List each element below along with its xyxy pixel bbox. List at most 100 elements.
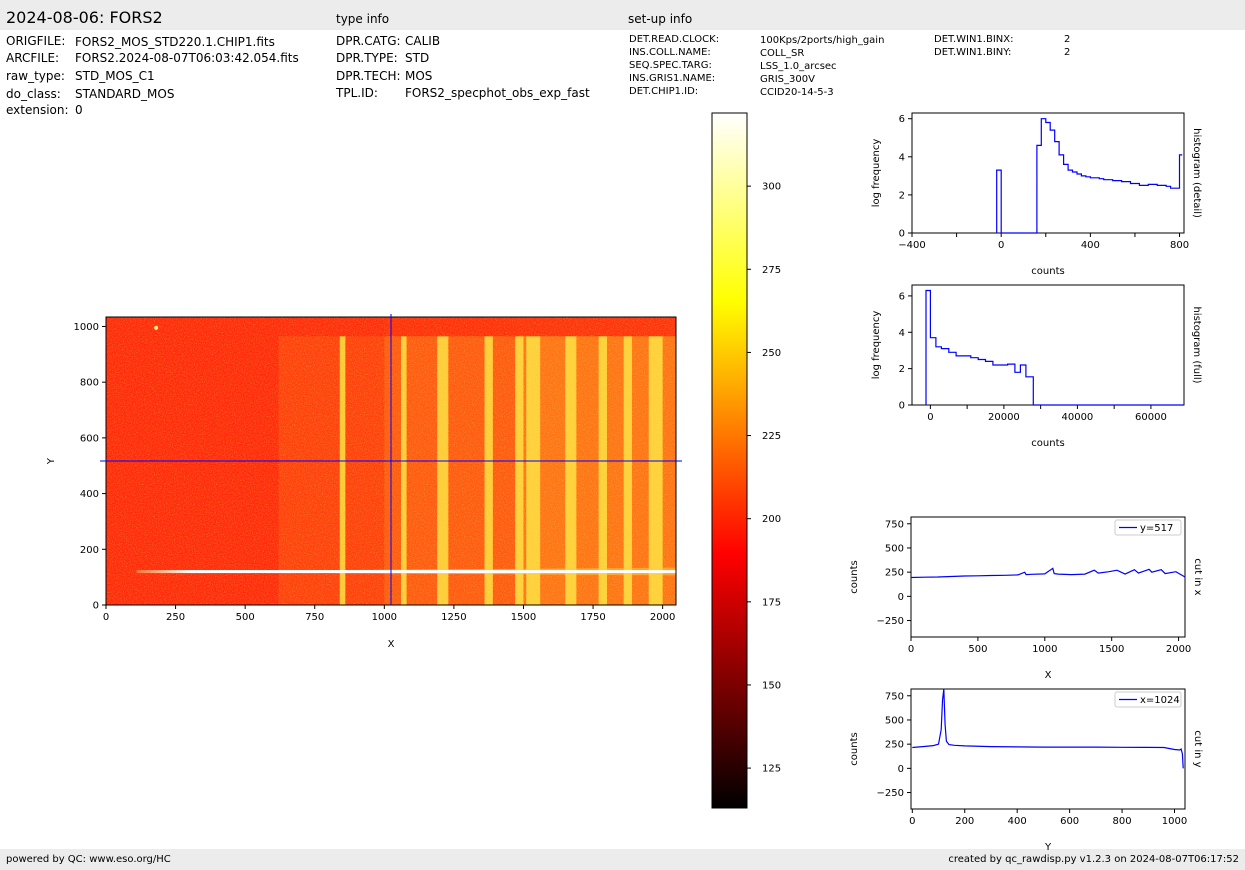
det-win1-binx-key: DET.WIN1.BINX: xyxy=(934,34,1014,45)
y-tick-label: 0 xyxy=(899,401,905,412)
raw-image-plot: 0 250 500 750 1000 1250 1500 1750 2000 0 200 400 600… xyxy=(46,314,682,650)
y-tick-label: 250 xyxy=(885,740,904,751)
x-tick-label: 0 xyxy=(998,240,1004,251)
colorbar-tick-label: 150 xyxy=(762,680,781,691)
x-tick-label: 2000 xyxy=(650,612,675,623)
x-tick-label: 0 xyxy=(927,412,933,423)
tpl-id-value: FORS2_specphot_obs_exp_fast xyxy=(405,86,590,100)
origfile-key: ORIGFILE: xyxy=(6,34,66,48)
y-axis-label: log frequency xyxy=(871,311,882,380)
y-tick-label: 0 xyxy=(93,601,99,612)
y-tick-label: 2 xyxy=(899,364,905,375)
dpr-type-value: STD xyxy=(405,51,430,65)
y-axis-label: counts xyxy=(849,560,860,593)
cut-in-y-trace xyxy=(912,688,1184,769)
y-tick-label: 400 xyxy=(80,489,99,500)
det-read-clock-key: DET.READ.CLOCK: xyxy=(629,34,720,45)
y-tick-label: 750 xyxy=(885,519,904,530)
dpr-tech-value: MOS xyxy=(405,69,433,83)
det-chip1-id-value: CCID20-14-5-3 xyxy=(760,87,834,98)
legend-label: y=517 xyxy=(1140,523,1173,534)
legend-box xyxy=(1114,691,1182,708)
x-tick-label: 20000 xyxy=(988,412,1020,423)
axes-frame xyxy=(711,112,748,809)
raw-type-value: STD_MOS_C1 xyxy=(75,69,155,83)
x-tick-label: 1500 xyxy=(1099,644,1124,655)
x-tick-label: 0 xyxy=(103,612,109,623)
footer-created-by: created by qc_rawdisp.py v1.2.3 on 2024-… xyxy=(948,854,1239,865)
y-tick-label: 4 xyxy=(899,328,905,339)
histogram-full-plot: 0 20000 40000 60000 0 2 4 6 counts log frequency h… xyxy=(871,284,1202,449)
x-tick-label: 600 xyxy=(1060,816,1079,827)
y-tick-label: 500 xyxy=(885,543,904,554)
x-tick-label: 250 xyxy=(166,612,185,623)
y-axis-label: log frequency xyxy=(871,139,882,208)
x-tick-label: 2000 xyxy=(1166,644,1191,655)
y-tick-label: 0 xyxy=(898,764,904,775)
dpr-catg-value: CALIB xyxy=(405,34,441,48)
colorbar-tick-label: 250 xyxy=(762,348,781,359)
footer-powered-by: powered by QC: www.eso.org/HC xyxy=(6,854,171,865)
extension-key: extension: xyxy=(6,103,69,117)
x-axis-label: counts xyxy=(1031,266,1064,277)
extension-value: 0 xyxy=(75,103,83,117)
y-tick-label: 6 xyxy=(899,291,905,302)
raw-type-key: raw_type: xyxy=(6,69,65,83)
x-tick-label: 0 xyxy=(908,644,914,655)
ins-coll-name-key: INS.COLL.NAME: xyxy=(629,47,711,58)
axes-frame xyxy=(911,284,1185,406)
colorbar-tick-label: 275 xyxy=(762,265,781,276)
x-axis-label: X xyxy=(388,639,395,650)
colorbar-plot: 125 150 175 200 225 250 275 300 xyxy=(711,112,781,809)
x-tick-label: 1000 xyxy=(1162,816,1187,827)
do-class-key: do_class: xyxy=(6,87,61,101)
det-chip1-id-key: DET.CHIP1.ID: xyxy=(629,86,699,97)
setup-info-title: set-up info xyxy=(628,12,693,26)
origfile-value: FORS2_MOS_STD220.1.CHIP1.fits xyxy=(75,35,275,49)
histogram-full-trace xyxy=(925,289,1184,406)
x-tick-label: 750 xyxy=(305,612,324,623)
x-tick-label: 500 xyxy=(236,612,255,623)
y-tick-label: 200 xyxy=(80,545,99,556)
det-read-clock-value: 100Kps/2ports/high_gain xyxy=(760,35,885,46)
y-tick-label: −250 xyxy=(877,788,904,799)
arcfile-value: FORS2.2024-08-07T06:03:42.054.fits xyxy=(75,51,299,65)
x-axis-label: X xyxy=(1045,670,1052,681)
det-win1-biny-value: 2 xyxy=(1064,47,1071,58)
axes-frame xyxy=(911,112,1185,234)
x-tick-label: 400 xyxy=(1081,240,1100,251)
page-title: 2024-08-06: FORS2 xyxy=(6,8,163,27)
colorbar-tick-label: 300 xyxy=(762,182,781,193)
x-tick-label: 800 xyxy=(1113,816,1132,827)
ins-gris1-name-value: GRIS_300V xyxy=(760,74,815,85)
axes-frame xyxy=(910,688,1186,810)
y-tick-label: 2 xyxy=(899,190,905,201)
legend-label: x=1024 xyxy=(1140,695,1180,706)
x-tick-label: 1250 xyxy=(441,612,466,623)
type-info-title: type info xyxy=(336,12,390,26)
x-axis-label: Y xyxy=(1044,842,1052,853)
y-tick-label: 250 xyxy=(885,568,904,579)
y-tick-label: 600 xyxy=(80,433,99,444)
x-tick-label: 60000 xyxy=(1135,412,1167,423)
colorbar-tick-label: 225 xyxy=(762,431,781,442)
y-axis-label: Y xyxy=(46,457,57,465)
side-label: cut in x xyxy=(1192,558,1203,595)
y-tick-label: 750 xyxy=(885,691,904,702)
dpr-tech-key: DPR.TECH: xyxy=(336,69,401,83)
colorbar-gradient xyxy=(712,113,747,808)
tpl-id-key: TPL.ID: xyxy=(336,86,378,100)
cut-in-x-trace xyxy=(910,567,1186,579)
x-axis-label: counts xyxy=(1031,438,1064,449)
do-class-value: STANDARD_MOS xyxy=(75,87,175,101)
x-tick-label: 400 xyxy=(1008,816,1027,827)
x-tick-label: 40000 xyxy=(1061,412,1093,423)
y-tick-label: 6 xyxy=(899,114,905,125)
x-tick-label: 500 xyxy=(968,644,987,655)
x-tick-label: 1500 xyxy=(511,612,536,623)
y-tick-label: 500 xyxy=(885,715,904,726)
header-band xyxy=(0,0,1245,30)
y-tick-label: 0 xyxy=(899,229,905,240)
seq-spec-targ-key: SEQ.SPEC.TARG: xyxy=(629,60,712,71)
